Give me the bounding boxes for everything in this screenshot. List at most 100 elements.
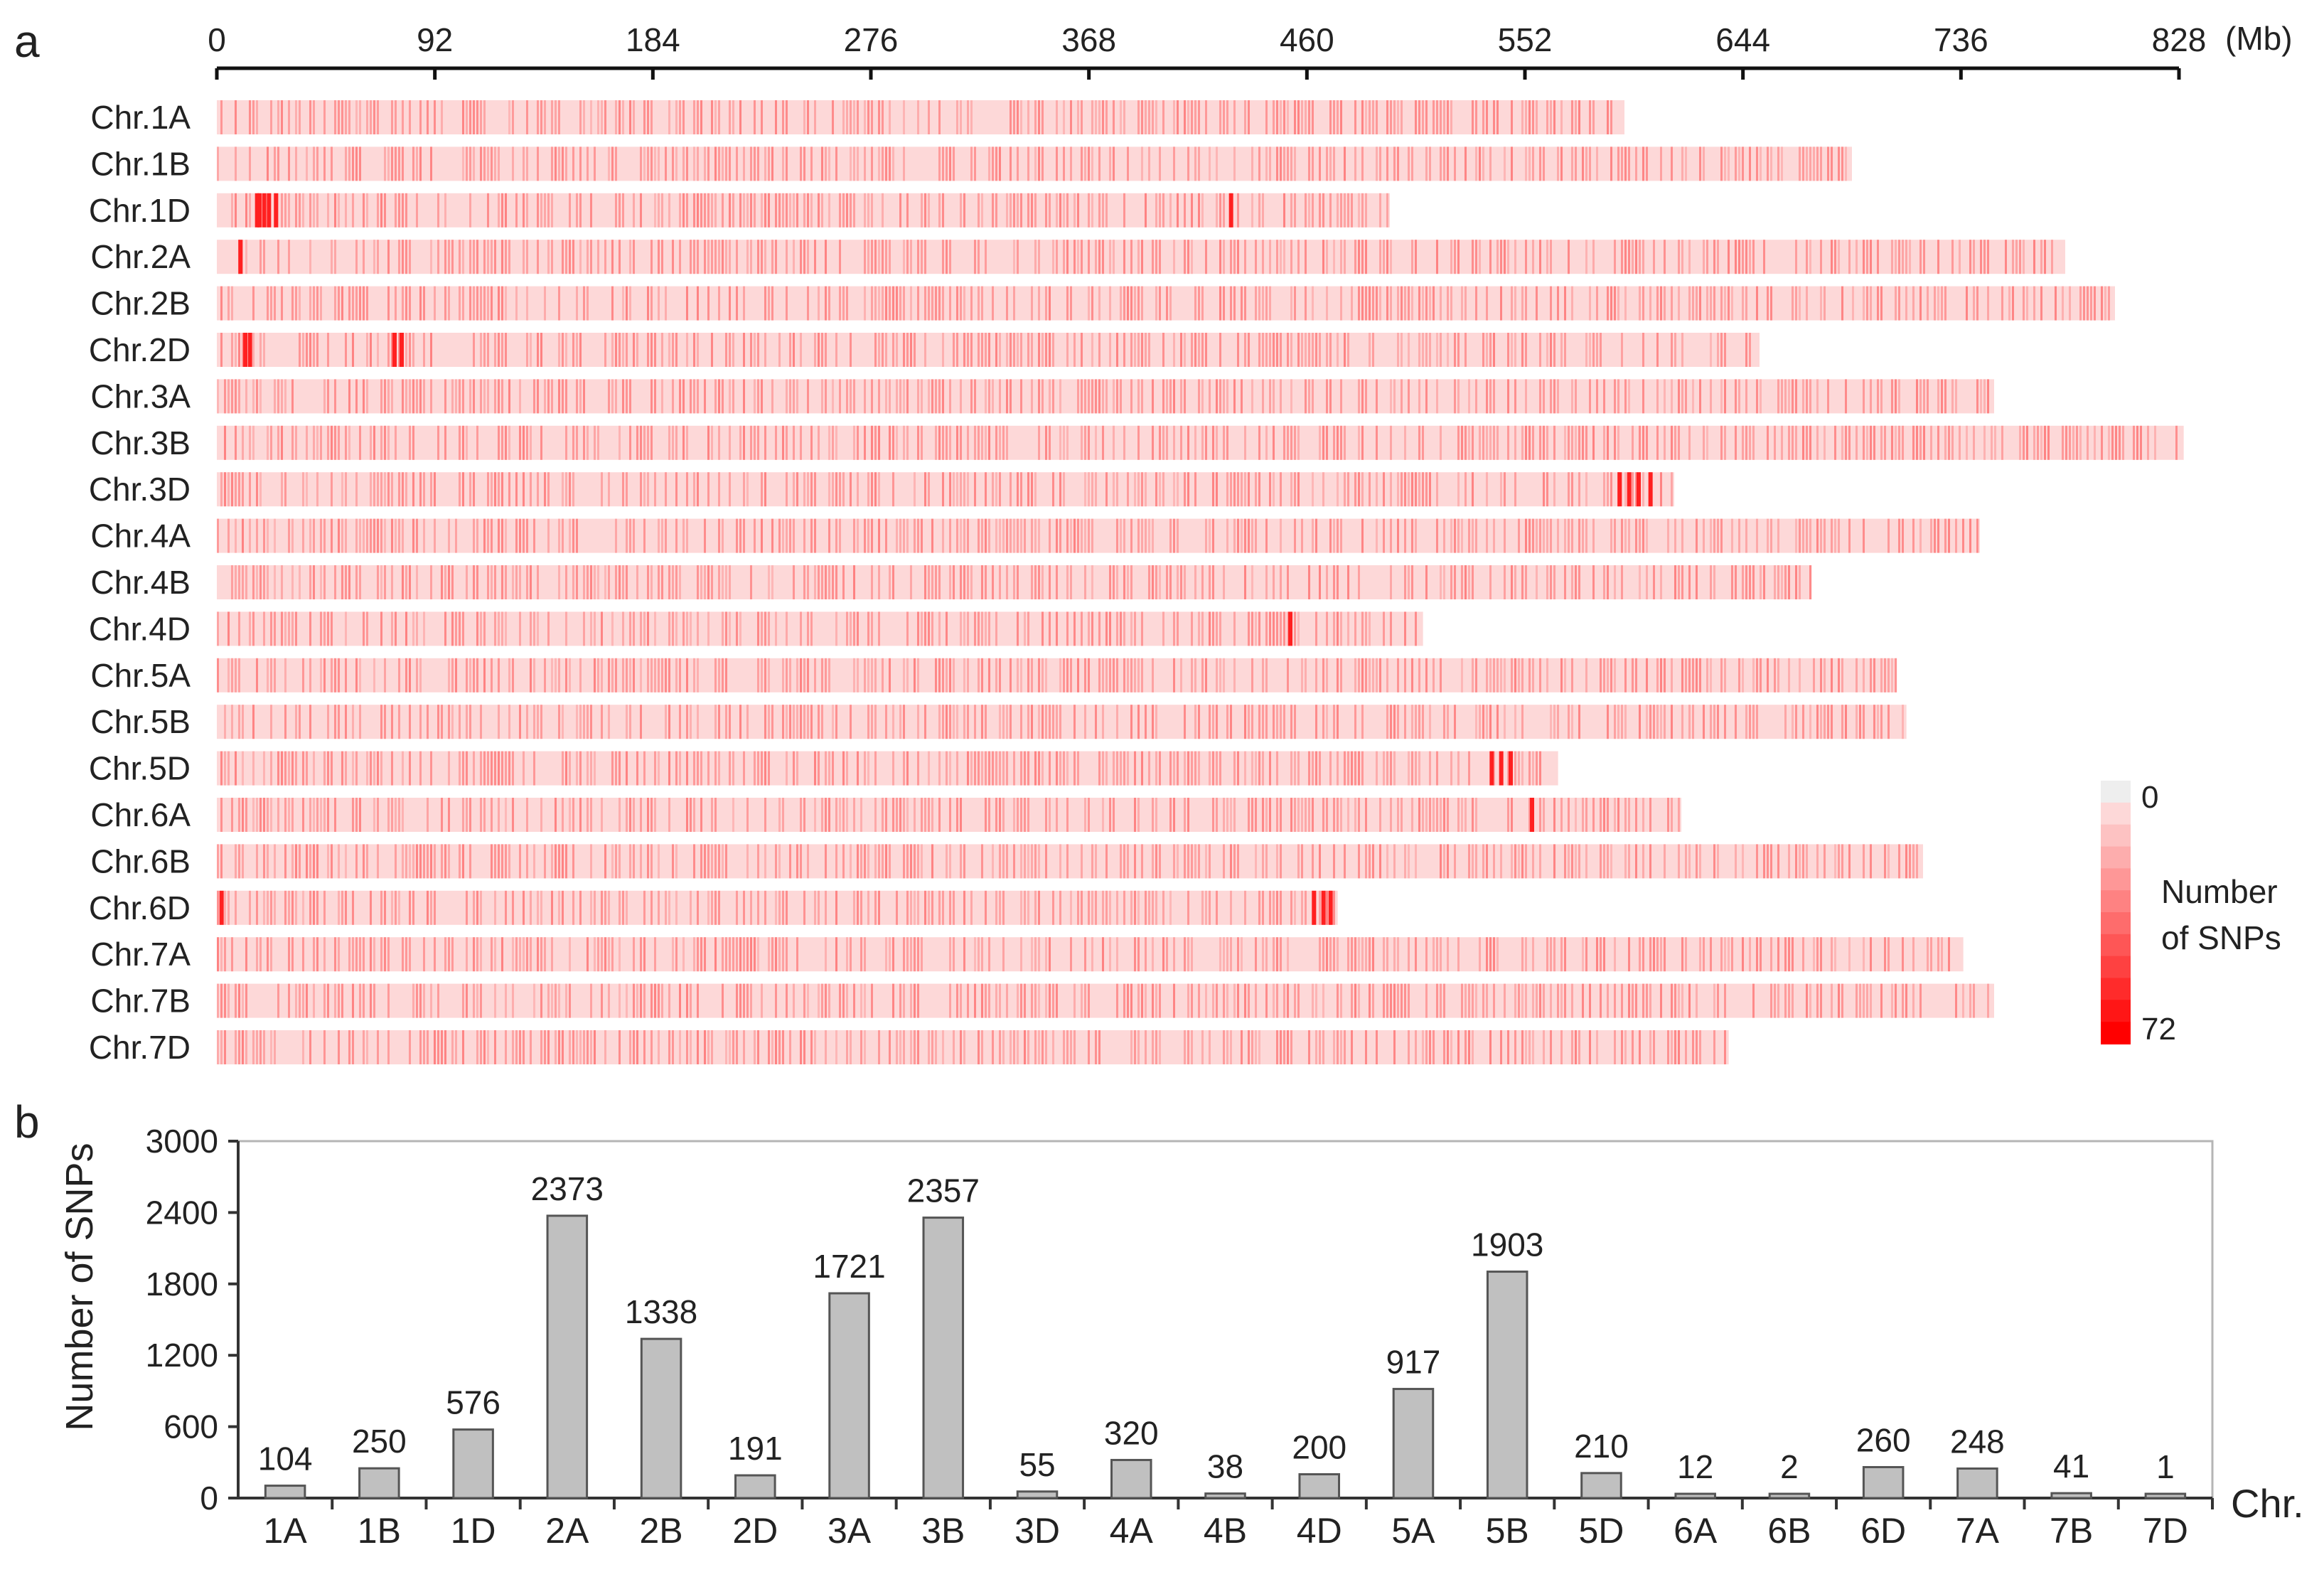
density-stripe: [850, 844, 852, 879]
density-stripe: [910, 286, 912, 321]
bar-value-label: 2: [1780, 1448, 1799, 1485]
density-stripe: [345, 518, 347, 553]
density-stripe: [665, 472, 667, 507]
density-stripe: [857, 518, 859, 553]
density-stripe: [1152, 890, 1154, 925]
density-stripe: [1173, 937, 1175, 972]
density-stripe: [547, 518, 550, 553]
density-stripe: [839, 379, 841, 414]
density-stripe: [252, 286, 255, 321]
density-stripe: [1098, 100, 1101, 134]
density-stripe: [263, 565, 265, 599]
density-stripe: [1248, 983, 1250, 1018]
bar-category-label: 3A: [828, 1511, 872, 1551]
density-stripe: [1052, 1030, 1054, 1064]
density-stripe: [1123, 518, 1125, 553]
density-stripe: [690, 890, 692, 925]
density-stripe: [956, 425, 958, 460]
density-stripe: [1706, 286, 1708, 321]
density-stripe: [1280, 333, 1282, 367]
density-stripe: [995, 890, 997, 925]
density-stripe: [1987, 983, 1989, 1018]
density-stripe: [1169, 751, 1172, 786]
density-stripe: [1927, 379, 1929, 414]
density-stripe: [1664, 658, 1666, 693]
legend-swatch: [2101, 1022, 2131, 1044]
density-stripe: [1468, 1030, 1470, 1064]
density-stripe: [1585, 798, 1587, 832]
density-stripe: [1212, 425, 1214, 460]
density-stripe: [935, 286, 937, 321]
density-stripe: [1642, 146, 1644, 181]
density-stripe: [501, 193, 503, 228]
density-stripe: [1454, 705, 1456, 739]
density-stripe: [928, 100, 930, 134]
density-stripe: [1788, 983, 1790, 1018]
density-stripe: [1457, 798, 1460, 832]
density-stripe: [2033, 425, 2035, 460]
density-stripe: [999, 751, 1001, 786]
density-stripe: [1973, 983, 1975, 1018]
density-stripe: [1507, 425, 1509, 460]
density-stripe: [814, 518, 816, 553]
density-stripe: [871, 658, 873, 693]
density-stripe: [1056, 565, 1058, 599]
density-stripe: [885, 798, 887, 832]
density-stripe: [341, 286, 343, 321]
density-stripe: [1134, 286, 1136, 321]
density-stripe: [650, 379, 653, 414]
density-stripe: [1045, 425, 1047, 460]
density-stripe: [1571, 844, 1573, 879]
density-stripe: [1041, 379, 1044, 414]
density-stripe: [1123, 611, 1125, 646]
density-stripe: [981, 751, 983, 786]
density-stripe: [288, 890, 290, 925]
density-stripe: [537, 705, 539, 739]
density-stripe: [1600, 983, 1602, 1018]
density-stripe: [1831, 240, 1833, 274]
density-stripe: [242, 565, 244, 599]
density-stripe: [1699, 844, 1701, 879]
density-stripe: [444, 240, 446, 274]
density-stripe: [704, 565, 706, 599]
density-stripe: [1326, 146, 1328, 181]
density-stripe: [718, 286, 720, 321]
density-stripe: [1070, 100, 1072, 134]
density-stripe: [1393, 146, 1396, 181]
density-stripe: [1038, 379, 1040, 414]
density-stripe: [395, 844, 397, 879]
density-stripe: [391, 611, 393, 646]
density-stripe: [558, 658, 560, 693]
density-stripe: [914, 472, 916, 507]
density-stripe: [1148, 146, 1150, 181]
density-stripe: [1056, 983, 1058, 1018]
density-stripe: [1408, 983, 1410, 1018]
density-stripe: [1066, 658, 1069, 693]
density-stripe: [1354, 798, 1356, 832]
density-stripe: [1724, 146, 1726, 181]
density-stripe: [704, 518, 706, 553]
density-stripe: [750, 333, 752, 367]
density-stripe: [242, 798, 244, 832]
density-stripe: [1205, 518, 1207, 553]
density-stripe: [867, 890, 869, 925]
density-stripe: [1209, 611, 1211, 646]
density-stripe: [1610, 146, 1612, 181]
density-stripe: [1724, 658, 1726, 693]
density-stripe: [1475, 100, 1477, 134]
density-stripe: [1486, 844, 1488, 879]
density-stripe: [1326, 286, 1328, 321]
density-stripe: [512, 658, 514, 693]
density-stripe: [714, 890, 717, 925]
heatmap-x-tick-label: 92: [417, 21, 453, 58]
density-stripe: [1216, 193, 1218, 228]
density-stripe: [348, 286, 350, 321]
density-stripe: [1333, 425, 1335, 460]
density-stripe: [896, 518, 898, 553]
density-stripe: [878, 379, 880, 414]
density-stripe: [334, 798, 336, 832]
density-stripe: [1102, 100, 1104, 134]
density-stripe: [835, 890, 837, 925]
density-stripe: [1863, 937, 1865, 972]
density-stripe: [906, 611, 909, 646]
